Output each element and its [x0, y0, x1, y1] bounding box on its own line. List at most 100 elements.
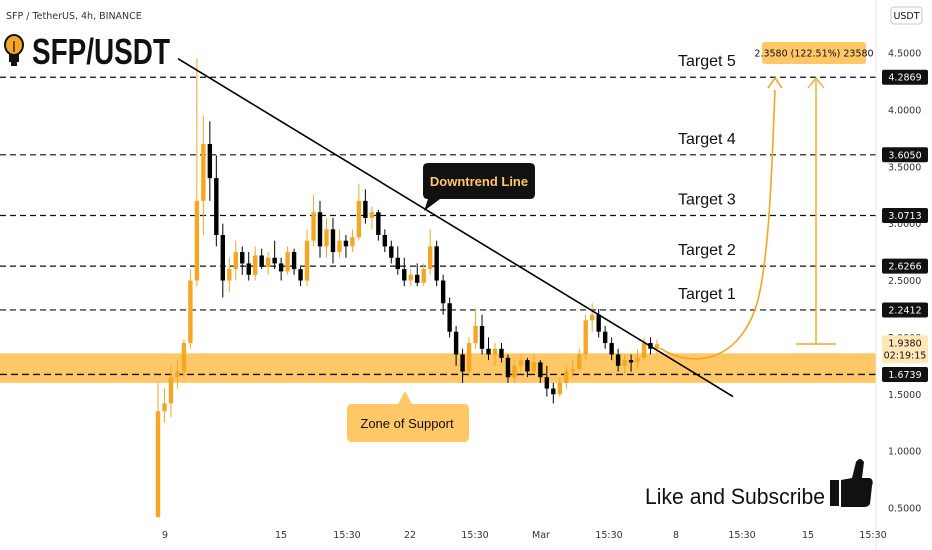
candle-body: [512, 365, 517, 378]
currency-button[interactable]: USDT: [890, 6, 923, 25]
currency-button-label: USDT: [893, 11, 919, 22]
candle: [609, 337, 614, 361]
target-labels: Target 5 Target 4 Target 3 Target 2 Target 1: [678, 53, 736, 303]
candle: [615, 348, 621, 372]
downtrend-callout: Downtrend Line: [423, 163, 535, 211]
target-5-tag: 4.2869: [882, 69, 928, 85]
candle-body: [440, 280, 446, 304]
candle: [641, 337, 647, 361]
candle: [272, 240, 277, 270]
candle: [486, 337, 491, 361]
chart-title: SFP/USDT: [32, 31, 170, 72]
candle: [557, 377, 562, 397]
thumbs-up-icon: [830, 459, 873, 507]
candle-body: [531, 362, 537, 372]
candle-body: [337, 240, 342, 253]
candle-body: [278, 263, 284, 272]
candle-body: [214, 178, 219, 235]
current-price-text: 1.9380: [888, 338, 921, 349]
time-tick-label: 15:30: [333, 530, 360, 541]
candle: [466, 337, 472, 378]
projection-arrows: [659, 76, 836, 360]
candle-body: [551, 388, 556, 395]
measure-label-box: 2.3580 (122.51%) 23580: [754, 42, 874, 64]
candle: [330, 217, 336, 264]
candle: [220, 223, 226, 298]
candle-body: [421, 269, 426, 283]
candle: [246, 252, 251, 281]
candle: [343, 235, 349, 258]
candle: [389, 240, 394, 264]
candle-body: [609, 343, 614, 355]
candle: [473, 308, 478, 349]
target-3-tag: 3.0713: [882, 208, 928, 224]
time-tick-label: 15: [802, 530, 814, 541]
candle-body: [317, 212, 323, 247]
candle: [350, 229, 355, 253]
candle-body: [538, 362, 543, 378]
candle: [402, 257, 407, 287]
time-tick-label: 9: [162, 530, 168, 541]
candle: [175, 360, 180, 389]
candle: [240, 246, 245, 275]
candle: [564, 365, 569, 389]
target-2-tag: 2.6266: [882, 258, 928, 274]
candle: [376, 209, 381, 241]
candle-body: [466, 343, 472, 372]
candle-body: [628, 360, 634, 363]
candle-body: [382, 235, 388, 247]
candle: [265, 252, 271, 275]
candle-body: [486, 348, 491, 355]
candle: [512, 360, 517, 383]
candle: [291, 248, 297, 275]
target-2-label: Target 2: [678, 242, 736, 259]
candle-body: [615, 354, 621, 366]
target-2-tag-text: 2.6266: [888, 262, 921, 273]
countdown-text: 02:19:15: [884, 350, 927, 361]
candle-body: [557, 382, 562, 395]
candle-body: [253, 255, 258, 275]
candle-body: [376, 212, 381, 235]
candle-body: [207, 144, 213, 179]
candle-body: [291, 252, 297, 270]
candle: [227, 257, 232, 292]
candle-body: [330, 229, 336, 253]
candle: [395, 246, 400, 275]
candle-body: [227, 269, 232, 281]
candle: [421, 263, 426, 287]
candle: [188, 269, 193, 349]
price-tick-label: 4.0000: [888, 105, 921, 116]
time-tick-label: Mar: [532, 530, 550, 541]
candle: [337, 229, 342, 258]
candle-body: [343, 240, 349, 247]
lightbulb-icon: [4, 34, 24, 66]
candle: [505, 354, 511, 383]
support-callout-text: Zone of Support: [360, 416, 454, 431]
price-tick-label: 4.5000: [888, 49, 921, 60]
candle-body: [285, 252, 290, 272]
candle-body: [447, 303, 452, 332]
candle-body: [479, 326, 485, 349]
candle-body: [162, 403, 167, 412]
target-3-label: Target 3: [678, 192, 736, 209]
candle: [304, 229, 310, 287]
candle-body: [395, 257, 400, 270]
time-axis: 9 15 15:30 22 15:30 Mar 15:30 8 15:30 15 15:30: [162, 530, 887, 541]
price-tick-label: 1.0000: [888, 447, 921, 458]
candle-body: [304, 240, 310, 281]
candle: [369, 206, 375, 230]
price-tick-label: 3.5000: [888, 162, 921, 173]
candle: [447, 297, 452, 338]
candle: [544, 365, 550, 397]
measure-arrowhead: [807, 76, 825, 89]
candle: [317, 200, 323, 258]
candle-body: [155, 411, 161, 518]
candle: [168, 365, 174, 417]
candle-body: [602, 331, 608, 344]
candle-body: [168, 377, 174, 404]
time-tick-label: 15:30: [461, 530, 488, 541]
candle-body: [453, 331, 459, 355]
candle: [622, 354, 627, 374]
